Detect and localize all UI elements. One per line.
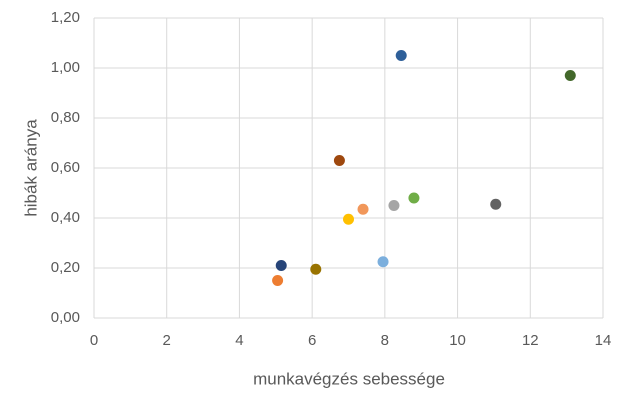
point: [377, 256, 389, 268]
x-tick-label: 4: [235, 332, 243, 349]
y-axis-label: hibák aránya: [21, 119, 40, 217]
point: [395, 50, 407, 61]
point: [275, 260, 287, 271]
x-tick-label: 8: [381, 332, 389, 349]
x-tick-label: 0: [90, 332, 98, 349]
y-tick-label: 0,40: [51, 209, 80, 226]
y-tick-label: 0,00: [51, 309, 80, 326]
x-tick-label: 14: [595, 332, 612, 349]
point: [388, 200, 400, 211]
point: [564, 70, 576, 81]
x-tick-label: 6: [308, 332, 316, 349]
y-tick-label: 0,80: [51, 109, 80, 126]
point: [272, 275, 284, 286]
y-tick-label: 1,00: [51, 59, 80, 76]
y-tick-label: 0,60: [51, 159, 80, 176]
point: [333, 155, 345, 166]
x-tick-label: 2: [163, 332, 171, 349]
y-tick-label: 1,20: [51, 9, 80, 26]
point: [343, 213, 354, 225]
x-tick-label: 10: [449, 332, 466, 349]
x-axis-label: munkavégzés sebessége: [253, 369, 445, 388]
x-tick-label: 12: [522, 332, 539, 349]
point: [310, 263, 322, 275]
point: [490, 198, 502, 210]
point: [357, 203, 369, 215]
y-tick-label: 0,20: [51, 259, 80, 276]
point: [408, 192, 420, 204]
